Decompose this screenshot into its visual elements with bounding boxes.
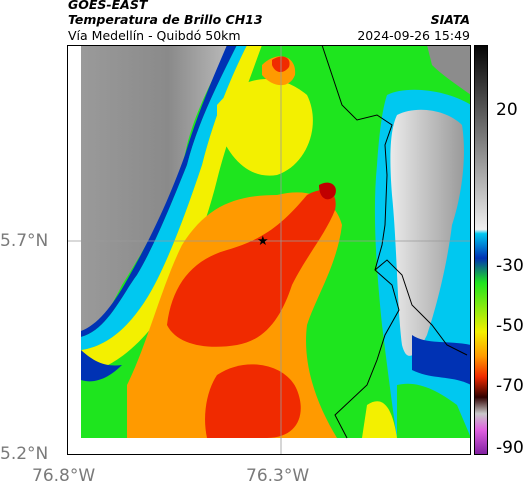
satellite-title: GOES-EAST (68, 0, 148, 12)
right-green-bottom (397, 383, 471, 438)
red-core (167, 190, 336, 347)
brightness-temperature-map: ★ (67, 45, 471, 455)
colorbar-tick-m50: -50 (496, 316, 524, 336)
dark-red-spot (319, 182, 336, 200)
orange-bottom (205, 364, 301, 438)
yellow-band-left (81, 45, 262, 375)
y-tick-5.7N: 5.7°N (0, 231, 49, 251)
colorbar-tick-20: 20 (496, 100, 518, 120)
timestamp-label: 2024-09-26 15:49 (357, 28, 470, 43)
border-line-2 (374, 259, 468, 356)
y-tick-5.2N: 5.2°N (0, 444, 49, 464)
location-marker: ★ (257, 234, 269, 249)
border-line (321, 45, 400, 439)
right-blue-band (412, 335, 471, 385)
region-label: Vía Medellín - Quibdó 50km (68, 28, 241, 43)
cyan-edge-left (81, 45, 247, 350)
blue-bottom-left (81, 350, 122, 382)
gray-cloud-region (81, 45, 227, 337)
colorbar (474, 45, 488, 455)
colorbar-tick-m30: -30 (496, 256, 524, 276)
colorbar-tick-m70: -70 (496, 376, 524, 396)
gray-corner (427, 45, 471, 95)
x-tick-76.3W: 76.3°W (246, 466, 310, 486)
colorbar-tick-m90: -90 (496, 438, 524, 458)
right-yellow-bottom (362, 401, 397, 438)
agency-label: SIATA (430, 12, 470, 27)
blue-edge-left (81, 45, 237, 337)
yellow-blob-top (217, 78, 313, 176)
product-title: Temperatura de Brillo CH13 (68, 12, 263, 27)
x-tick-76.8W: 76.8°W (32, 466, 96, 486)
